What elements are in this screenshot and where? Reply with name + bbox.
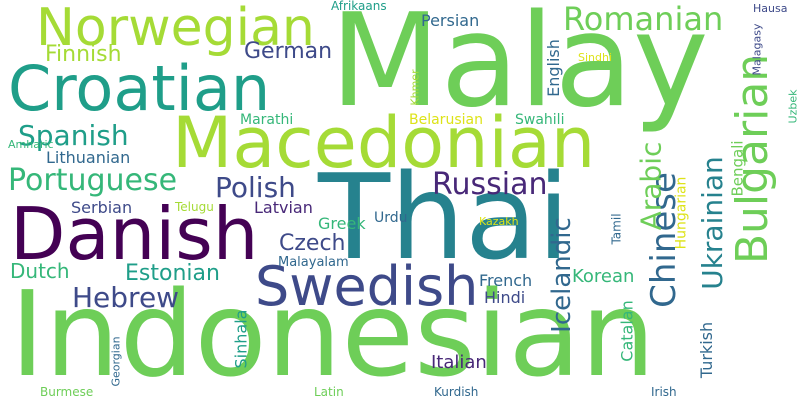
word-malayalam: Malayalam: [278, 255, 349, 270]
word-irish: Irish: [651, 385, 677, 399]
word-norwegian: Norwegian: [36, 0, 315, 58]
word-indonesian: Indonesian: [10, 265, 656, 400]
word-sinhala: Sinhala: [231, 309, 251, 369]
word-hindi: Hindi: [484, 288, 526, 307]
word-sindhi: Sindhi: [578, 51, 613, 64]
word-thai: Thai: [318, 148, 570, 286]
word-polish: Polish: [215, 171, 296, 204]
word-khmer: Khmer: [408, 69, 422, 106]
word-arabic: Arabic: [634, 141, 668, 231]
word-dutch: Dutch: [10, 259, 70, 283]
word-korean: Korean: [572, 266, 635, 287]
word-tamil: Tamil: [609, 213, 624, 245]
word-icelandic: Icelandic: [546, 217, 577, 333]
word-kurdish: Kurdish: [434, 385, 479, 399]
word-marathi: Marathi: [240, 112, 294, 128]
word-hungarian: Hungarian: [673, 176, 690, 250]
word-swahili: Swahili: [515, 112, 565, 128]
word-belarusian: Belarusian: [409, 112, 483, 128]
word-russian: Russian: [432, 167, 548, 202]
word-spanish: Spanish: [18, 119, 129, 152]
word-greek: Greek: [318, 214, 366, 233]
word-burmese: Burmese: [40, 385, 94, 399]
word-catalan: Catalan: [617, 300, 637, 362]
word-ukrainian: Ukrainian: [695, 156, 729, 290]
word-lithuanian: Lithuanian: [46, 148, 131, 167]
word-hausa: Hausa: [753, 2, 788, 15]
word-swedish: Swedish: [255, 255, 479, 318]
word-english: English: [543, 39, 563, 97]
word-persian: Persian: [421, 11, 480, 30]
word-hebrew: Hebrew: [72, 281, 180, 314]
word-malagasy: Malagasy: [750, 23, 764, 76]
word-macedonian: Macedonian: [172, 102, 596, 184]
word-urdu: Urdu: [374, 210, 408, 226]
word-kazakh: Kazakh: [479, 215, 519, 228]
word-french: French: [479, 271, 533, 290]
word-telugu: Telugu: [175, 200, 214, 214]
word-estonian: Estonian: [125, 261, 220, 286]
word-amharic: Amharic: [8, 138, 54, 151]
word-czech: Czech: [279, 231, 346, 256]
word-croatian: Croatian: [8, 52, 271, 125]
word-italian: Italian: [431, 352, 487, 373]
word-portuguese: Portuguese: [8, 163, 178, 198]
word-romanian: Romanian: [563, 0, 724, 38]
word-latin: Latin: [314, 385, 344, 399]
word-serbian: Serbian: [71, 198, 133, 217]
word-turkish: Turkish: [697, 321, 717, 379]
word-danish: Danish: [10, 192, 259, 276]
word-georgian: Georgian: [109, 336, 123, 387]
word-finnish: Finnish: [45, 42, 122, 67]
word-latvian: Latvian: [254, 198, 313, 217]
word-uzbek: Uzbek: [786, 89, 800, 124]
word-german: German: [244, 39, 333, 64]
word-malay: Malay: [330, 0, 709, 136]
word-afrikaans: Afrikaans: [331, 0, 387, 13]
word-bengali: Bengali: [728, 140, 747, 197]
